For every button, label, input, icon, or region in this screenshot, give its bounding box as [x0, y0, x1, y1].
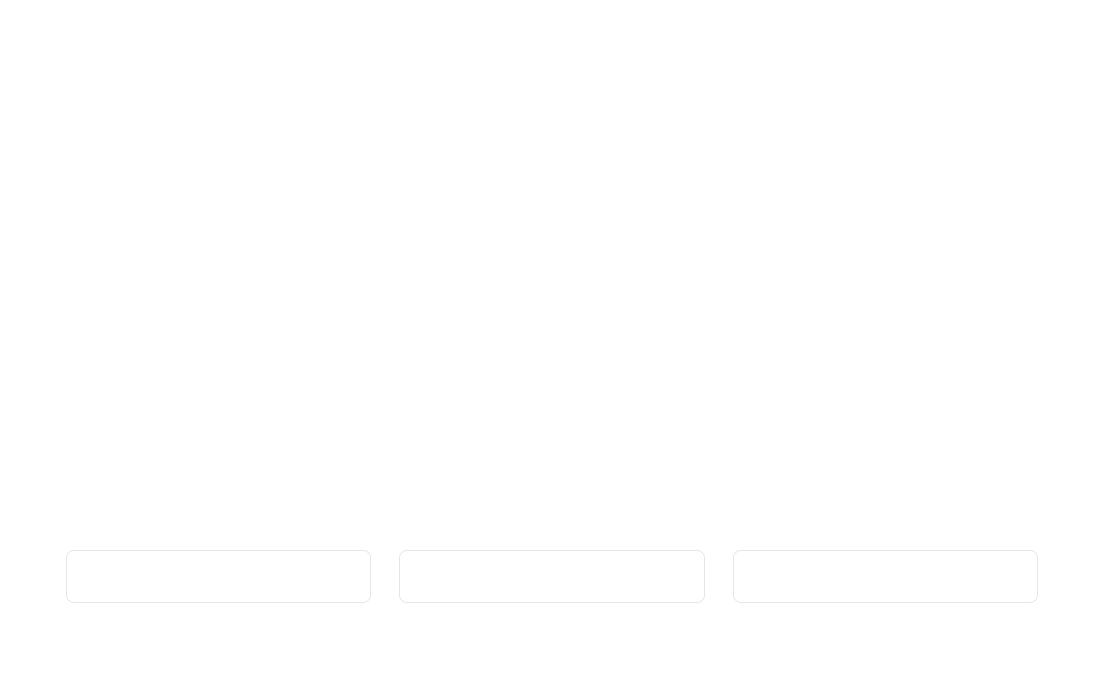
gauge-chart: [40, 20, 1064, 540]
legend-title-max: [877, 572, 893, 580]
gauge-svg: [40, 20, 1064, 540]
dot-icon: [211, 572, 219, 580]
legend-card-avg: [399, 550, 704, 603]
legend-title-avg: [544, 572, 560, 580]
legend-card-min: [66, 550, 371, 603]
chart-wrapper: [0, 0, 1104, 690]
legend-row: [66, 550, 1038, 603]
legend-title-min: [211, 572, 227, 580]
dot-icon: [877, 572, 885, 580]
dot-icon: [544, 572, 552, 580]
legend-card-max: [733, 550, 1038, 603]
